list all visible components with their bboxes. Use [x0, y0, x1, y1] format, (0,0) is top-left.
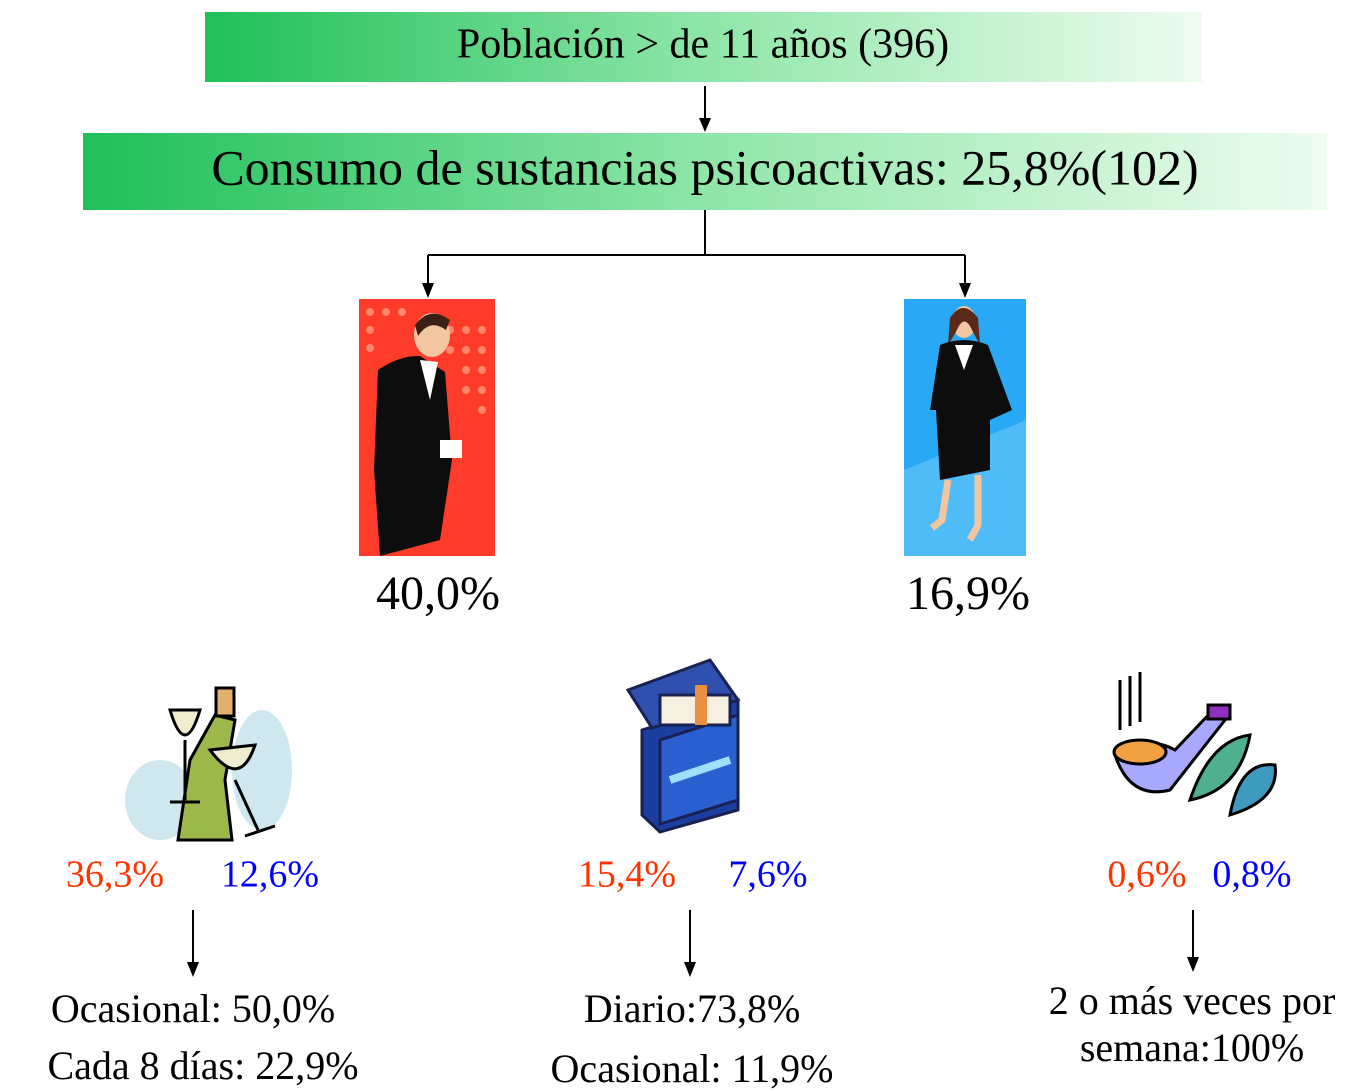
- arrow-head: [187, 957, 1199, 977]
- detail: semana:100%: [1080, 1025, 1304, 1070]
- arrow-head: [699, 118, 711, 132]
- male-image: [359, 299, 495, 556]
- detail: Ocasional: 50,0%: [51, 986, 335, 1031]
- female-percent: 12,6%: [221, 854, 319, 896]
- connector: [428, 210, 965, 255]
- male-percent: 0,6%: [1107, 854, 1186, 896]
- detail: 2 o más veces por: [1049, 978, 1336, 1023]
- marijuana-icon: [1114, 672, 1275, 815]
- female-image: [904, 299, 1026, 556]
- male-percent: 15,4%: [578, 854, 676, 896]
- cigarette-icon: [628, 660, 738, 832]
- detail: Cada 8 días: 22,9%: [47, 1043, 358, 1088]
- group-percent: 40,0%: [376, 567, 500, 620]
- female-percent: 7,6%: [728, 854, 807, 896]
- arrow-head: [422, 283, 971, 298]
- diagram: Población > de 11 años (396) Consumo de …: [0, 0, 1368, 1092]
- subtitle: Consumo de sustancias psicoactivas: 25,8…: [211, 139, 1198, 195]
- connector: [428, 255, 965, 285]
- group-percent: 16,9%: [906, 567, 1030, 620]
- arrow: [193, 910, 1193, 965]
- title: Población > de 11 años (396): [457, 22, 949, 68]
- alcohol-icon: [125, 688, 292, 840]
- detail: Diario:73,8%: [584, 986, 801, 1031]
- female-percent: 0,8%: [1212, 854, 1291, 896]
- male-percent: 36,3%: [66, 854, 164, 896]
- detail: Ocasional: 11,9%: [551, 1046, 834, 1091]
